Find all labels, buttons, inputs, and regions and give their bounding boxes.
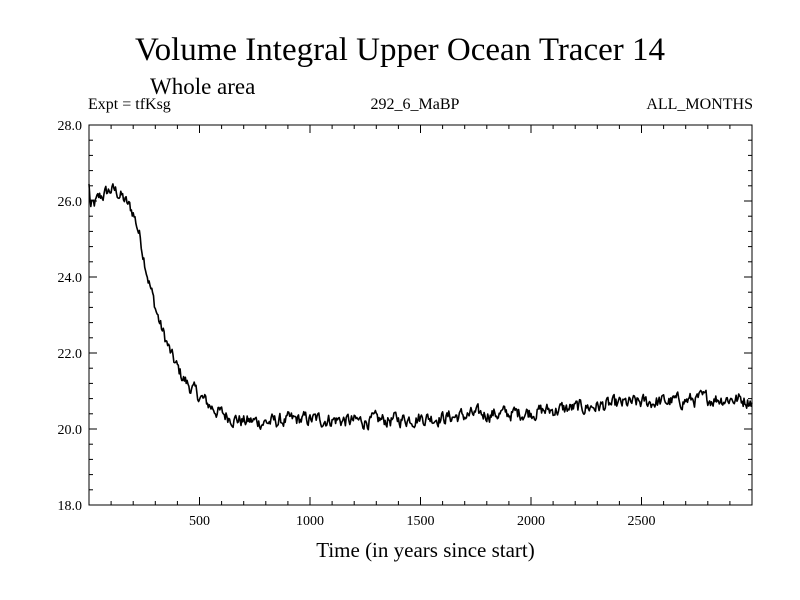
y-tick-label: 18.0: [58, 499, 83, 514]
chart-title: Volume Integral Upper Ocean Tracer 14: [135, 32, 665, 68]
x-axis-title: Time (in years since start): [316, 538, 535, 562]
series-line: [88, 183, 753, 431]
experiment-label: Expt = tfKsg: [88, 96, 171, 113]
run-label: 292_6_MaBP: [370, 96, 460, 113]
y-tick-label: 28.0: [58, 119, 83, 134]
y-tick-label: 24.0: [58, 271, 83, 286]
x-tick-label: 1500: [407, 514, 435, 529]
x-axis: 500 1000 1500 2000 2500: [110, 125, 731, 529]
x-tick-label: 2500: [628, 514, 656, 529]
y-tick-label: 20.0: [58, 423, 83, 438]
plot-frame: [88, 124, 753, 506]
x-tick-label: 1000: [296, 514, 324, 529]
y-tick-label: 22.0: [58, 347, 83, 362]
chart-subtitle: Whole area: [150, 74, 256, 99]
y-axis: 18.0 20.0 22.0 24.0 26.0 28.0: [58, 119, 752, 514]
x-tick-label: 500: [189, 514, 210, 529]
y-tick-label: 26.0: [58, 195, 83, 210]
period-label: ALL_MONTHS: [646, 96, 753, 113]
x-tick-label: 2000: [517, 514, 545, 529]
